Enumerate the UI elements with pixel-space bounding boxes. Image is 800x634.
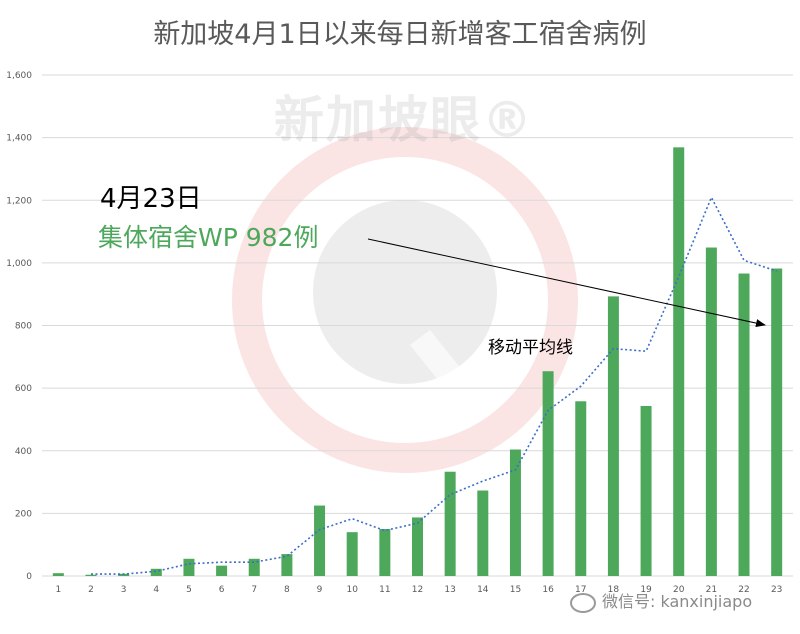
x-tick-label: 18: [608, 585, 620, 595]
x-tick-label: 9: [317, 585, 323, 595]
bar: [640, 405, 652, 576]
y-tick-label: 400: [15, 447, 32, 457]
x-tick-label: 2: [88, 585, 94, 595]
bar: [542, 371, 554, 576]
bar: [738, 273, 750, 576]
bar: [183, 558, 195, 576]
x-tick-label: 15: [510, 585, 521, 595]
annotation-moving-average: 移动平均线: [488, 338, 573, 358]
bar: [281, 554, 293, 576]
x-tick-label: 14: [477, 585, 489, 595]
bar: [150, 568, 162, 576]
y-tick-label: 200: [15, 509, 32, 519]
bar: [607, 296, 619, 576]
watermark-logo: [232, 127, 578, 473]
x-tick-label: 17: [575, 585, 586, 595]
x-tick-label: 4: [153, 585, 159, 595]
y-tick-label: 1,600: [6, 71, 32, 81]
chart-title: 新加坡4月1日以来每日新增客工宿舍病例: [153, 19, 647, 50]
bars: [52, 147, 783, 577]
bar: [216, 565, 228, 576]
bar: [444, 471, 456, 576]
bar: [52, 573, 64, 576]
bar: [575, 401, 587, 576]
x-tick-label: 5: [186, 585, 192, 595]
bar: [248, 558, 260, 576]
x-tick-label: 1: [55, 585, 61, 595]
annotation-arrow: [367, 238, 766, 328]
x-tick-label: 8: [284, 585, 290, 595]
bar: [412, 517, 423, 576]
annotation-date: 4月23日: [100, 184, 202, 214]
y-tick-label: 1,200: [6, 196, 32, 206]
wechat-id: 微信号: kanxinjiapo: [602, 592, 753, 611]
x-tick-label: 7: [251, 585, 257, 595]
x-axis-ticks: 1 2 3 4 5 6 7 8 9 10 11 12 13 14 15 16 17 18 19 20 21 22 23: [55, 585, 782, 595]
bar: [509, 449, 521, 576]
y-tick-label: 1,400: [6, 134, 32, 144]
bar: [346, 532, 358, 576]
x-tick-label: 12: [412, 585, 423, 595]
x-tick-label: 13: [444, 585, 455, 595]
x-tick-label: 10: [346, 585, 358, 595]
x-tick-label: 11: [379, 585, 390, 595]
bar: [477, 490, 489, 576]
x-tick-label: 23: [771, 585, 782, 595]
watermark-text: 新加坡眼®: [274, 91, 534, 149]
wechat-icon: [570, 592, 596, 613]
y-tick-label: 600: [15, 384, 32, 394]
y-tick-label: 1,000: [6, 259, 32, 269]
bar: [314, 505, 326, 576]
bar: [379, 529, 391, 576]
bar: [771, 268, 783, 576]
y-tick-label: 800: [15, 322, 32, 332]
x-tick-label: 6: [219, 585, 225, 595]
x-tick-label: 16: [542, 585, 554, 595]
x-tick-label: 22: [738, 585, 749, 595]
bar: [705, 247, 717, 577]
x-tick-label: 21: [706, 585, 717, 595]
bar: [85, 574, 97, 576]
y-tick-label: 0: [26, 572, 32, 582]
x-tick-label: 20: [673, 585, 685, 595]
y-axis-ticks: 0 200 400 600 800 1,000 1,200 1,400 1,600: [6, 71, 32, 582]
x-tick-label: 19: [640, 585, 652, 595]
annotation-wp-count: 集体宿舍WP 982例: [98, 223, 319, 252]
wechat-watermark: 微信号: kanxinjiapo: [570, 588, 752, 613]
bar: [673, 147, 685, 576]
x-tick-label: 3: [121, 585, 127, 595]
bar: [118, 573, 130, 576]
